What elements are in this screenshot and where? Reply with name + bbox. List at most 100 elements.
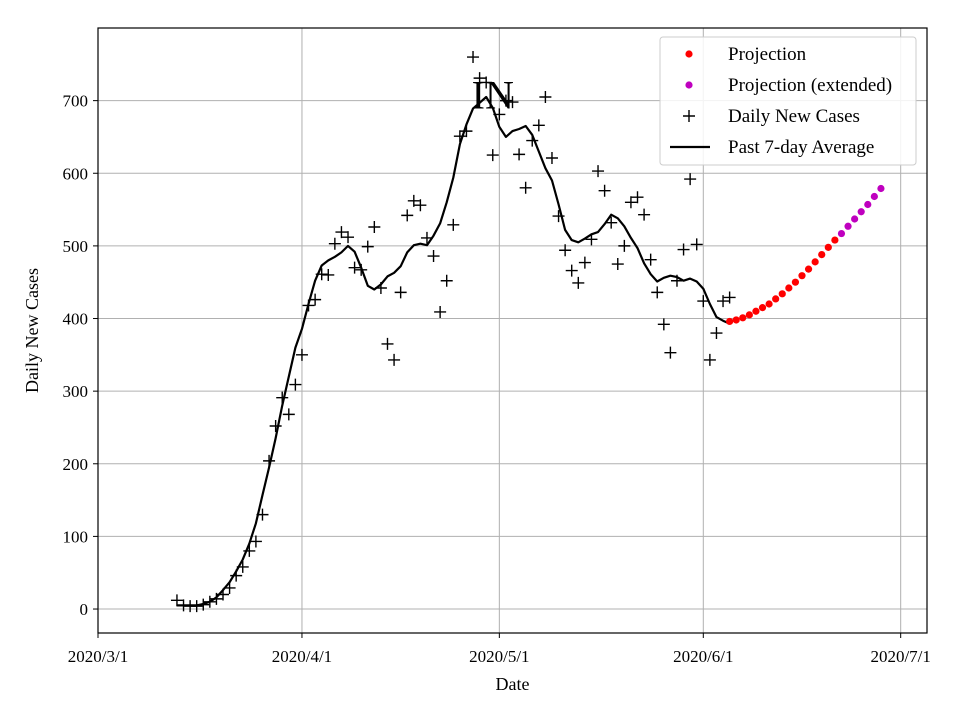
x-tick-label: 2020/6/1 (673, 647, 733, 666)
daily-case-marker (447, 218, 460, 231)
daily-case-marker (217, 588, 230, 601)
y-tick-label: 700 (63, 92, 89, 111)
projection-extended-point (837, 229, 846, 238)
daily-case-marker (519, 181, 532, 194)
daily-case-marker (177, 599, 190, 612)
daily-case-marker (427, 250, 440, 263)
projection-point (785, 284, 793, 292)
projection-point (811, 258, 819, 266)
daily-case-marker (618, 239, 631, 252)
daily-case-marker (690, 238, 703, 251)
daily-case-marker (657, 318, 670, 331)
daily-case-marker (499, 94, 512, 107)
projection-point (732, 316, 740, 324)
daily-case-marker (368, 221, 381, 234)
legend-label: Projection (728, 44, 807, 65)
daily-case-marker (664, 346, 677, 359)
daily-case-marker (460, 125, 473, 138)
projection-extended-point (870, 192, 878, 201)
daily-case-marker (717, 295, 730, 308)
daily-case-marker (328, 237, 341, 250)
legend-box (659, 36, 917, 166)
daily-case-marker (269, 420, 282, 433)
daily-case-marker (638, 208, 651, 221)
daily-case-marker (697, 295, 710, 308)
daily-case-marker (289, 378, 302, 391)
daily-case-marker (506, 96, 519, 109)
daily-case-marker (644, 253, 657, 266)
daily-case-marker (493, 108, 506, 121)
y-tick-label: 600 (63, 164, 89, 183)
daily-case-marker (434, 305, 447, 318)
projection-point (765, 300, 773, 308)
daily-case-marker (170, 594, 183, 607)
daily-case-marker (453, 130, 466, 143)
projection-extended-point (851, 215, 859, 223)
daily-case-marker (651, 286, 664, 299)
daily-case-marker (335, 226, 348, 239)
projection-point (831, 236, 839, 244)
x-axis-label: Date (496, 674, 530, 694)
daily-case-marker (467, 51, 480, 64)
daily-case-marker (355, 263, 368, 276)
daily-case-marker (565, 264, 578, 277)
projection-point (739, 314, 747, 322)
daily-case-marker (236, 560, 249, 573)
daily-case-marker (440, 274, 453, 287)
projection-point (804, 265, 813, 273)
projection-point (772, 295, 780, 303)
projection-point (818, 251, 826, 259)
chart-annotation: IN (472, 73, 514, 118)
daily-case-marker (210, 592, 223, 605)
daily-case-marker (388, 353, 401, 366)
projection-point (778, 290, 786, 298)
series-line-7day-average (177, 95, 731, 607)
daily-case-marker (374, 282, 387, 295)
legend-marker-plus (683, 110, 695, 122)
projection-extended-point (877, 184, 885, 193)
daily-case-marker (526, 134, 539, 147)
daily-case-marker (197, 598, 210, 611)
daily-case-marker (552, 210, 565, 223)
daily-case-marker (723, 291, 736, 304)
daily-case-marker (282, 408, 295, 421)
daily-case-marker (585, 233, 598, 246)
projection-extended-point (844, 222, 852, 230)
daily-case-marker (572, 276, 585, 289)
plot-area (170, 51, 885, 613)
legend: Projection Projection (extended) Daily New… (659, 36, 917, 166)
daily-case-marker (473, 72, 486, 85)
y-tick-label: 500 (63, 237, 89, 256)
daily-case-marker (249, 535, 262, 548)
daily-case-marker (611, 258, 624, 271)
x-tick-label: 2020/4/1 (272, 647, 332, 666)
daily-case-marker (703, 353, 716, 366)
daily-case-marker (420, 231, 433, 244)
daily-case-marker (381, 337, 394, 350)
daily-case-marker (243, 544, 256, 557)
daily-case-marker (631, 191, 644, 204)
projection-extended-point (864, 200, 872, 209)
daily-case-marker (598, 184, 611, 197)
projection-extended-point (857, 208, 865, 216)
daily-case-marker (302, 299, 315, 312)
x-tick-label: 2020/7/1 (870, 647, 930, 666)
daily-case-marker (315, 268, 328, 281)
y-tick-label: 0 (80, 600, 89, 619)
x-tick-label: 2020/3/1 (68, 647, 128, 666)
daily-case-marker (348, 261, 361, 274)
daily-case-marker (322, 268, 335, 281)
legend-label: Past 7-day Average (728, 137, 874, 158)
projection-point (726, 317, 734, 326)
y-axis-label: Daily New Cases (22, 268, 42, 393)
daily-case-marker (190, 600, 203, 613)
projection-point (798, 272, 806, 280)
daily-case-marker (414, 199, 427, 212)
daily-case-marker (559, 244, 572, 257)
daily-case-marker (578, 256, 591, 269)
daily-case-marker (539, 90, 552, 103)
daily-case-marker (342, 231, 355, 244)
axes-ticks: 2020/3/1 2020/4/1 2020/5/1 2020/6/1 2020/7/1… (63, 92, 931, 666)
daily-case-marker (710, 327, 723, 340)
